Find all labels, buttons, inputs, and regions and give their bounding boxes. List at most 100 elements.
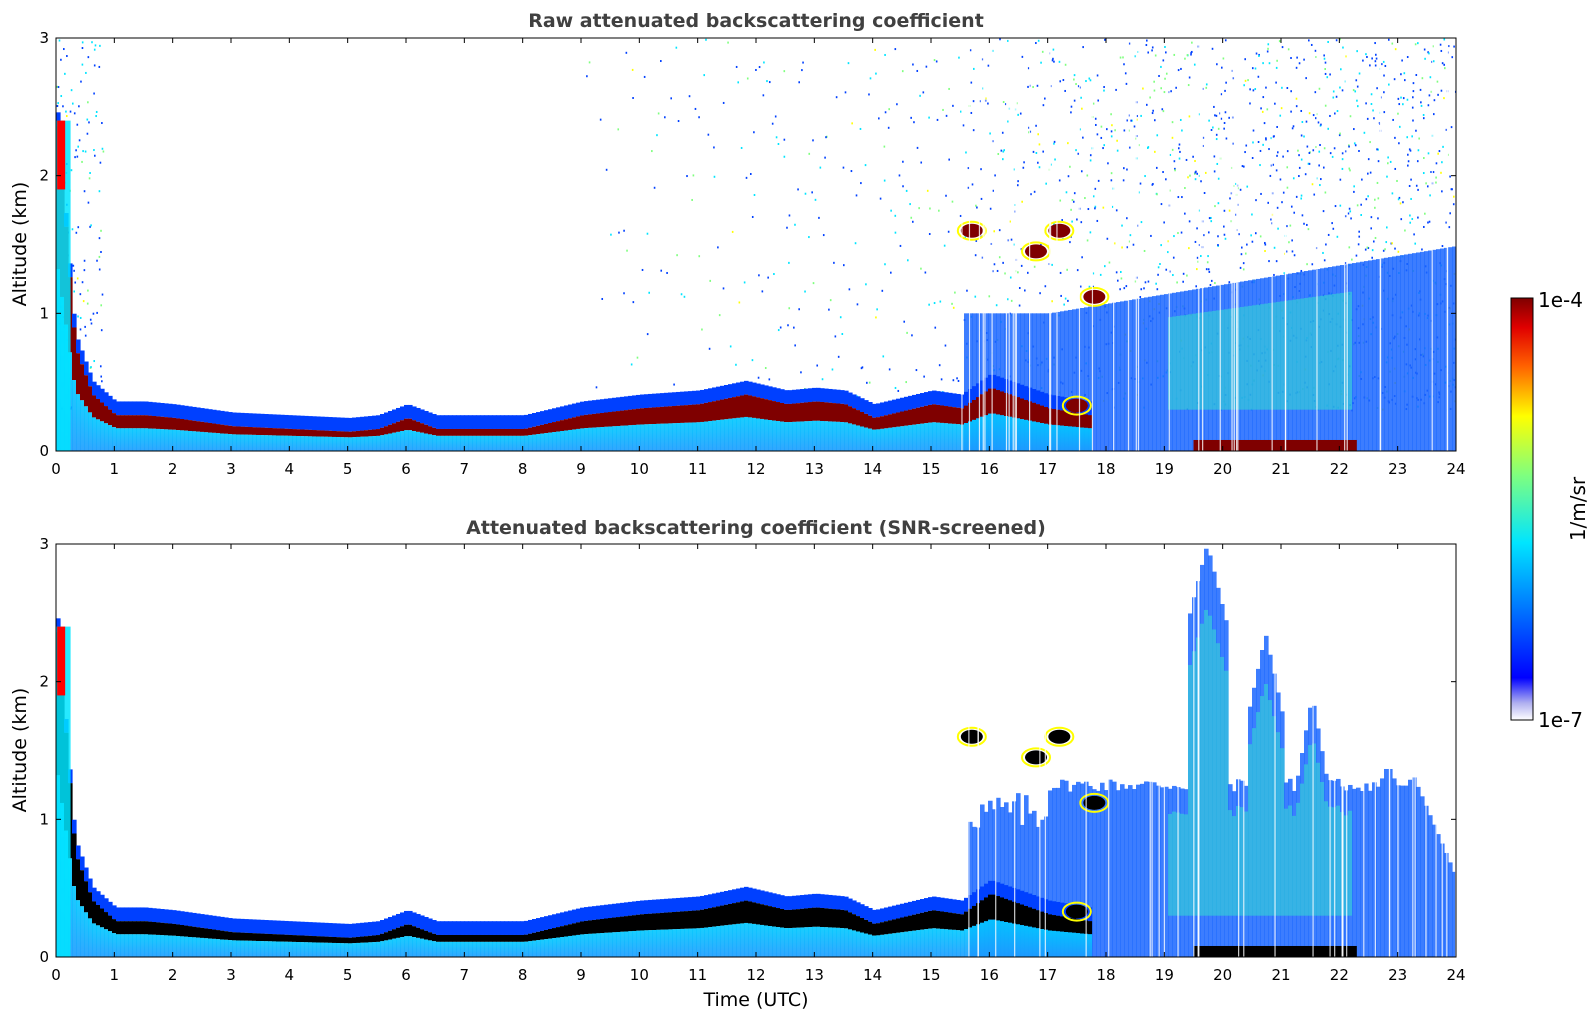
- noise-speckle: [1119, 288, 1121, 291]
- noise-speckle: [951, 302, 953, 305]
- noise-speckle: [970, 111, 973, 114]
- bl-top-edge: [360, 416, 365, 431]
- bl-core: [648, 407, 653, 425]
- bl-core: [268, 933, 273, 942]
- bl-base: [692, 928, 697, 957]
- noise-speckle: [1052, 48, 1055, 51]
- bl-core: [928, 910, 933, 929]
- bl-top-edge: [296, 415, 301, 430]
- noise-speckle: [1223, 121, 1226, 124]
- noise-speckle: [753, 131, 755, 134]
- bl-core: [864, 919, 869, 934]
- noise-speckle: [1160, 87, 1163, 90]
- bl-core: [744, 900, 749, 923]
- noise-speckle: [1153, 80, 1155, 83]
- noise-speckle: [1110, 113, 1112, 116]
- noise-speckle: [87, 201, 90, 204]
- bl-top-edge: [280, 920, 285, 935]
- bl-core: [360, 430, 365, 437]
- noise-speckle: [1356, 85, 1359, 88]
- bl-top-edge: [652, 899, 657, 914]
- bl-top-edge: [104, 898, 109, 913]
- bl-base: [848, 929, 853, 957]
- haze-column: [1156, 785, 1161, 957]
- noise-speckle: [1407, 164, 1409, 167]
- bl-top-edge: [232, 918, 237, 933]
- noise-speckle: [1051, 59, 1054, 62]
- bl-core: [868, 921, 873, 935]
- bl-top-edge: [888, 400, 893, 415]
- plume-core: [1240, 306, 1245, 410]
- bl-core: [300, 429, 305, 437]
- bl-core: [948, 406, 953, 424]
- noise-speckle: [1401, 59, 1403, 62]
- haze-column: [1096, 790, 1101, 957]
- noise-speckle: [1210, 279, 1213, 282]
- bl-base: [544, 939, 549, 957]
- plume-core: [1348, 291, 1353, 410]
- bl-top-edge: [1024, 386, 1029, 400]
- x-axis-label: Time (UTC): [702, 989, 808, 1011]
- plume-core: [1300, 298, 1305, 410]
- bl-core: [440, 934, 445, 942]
- bl-top-edge: [312, 416, 317, 431]
- bl-base: [220, 939, 225, 957]
- noise-speckle: [1403, 72, 1406, 75]
- bl-top-edge: [896, 398, 901, 413]
- bl-core: [164, 417, 169, 430]
- noise-speckle: [1186, 54, 1189, 57]
- bl-top-edge: [560, 912, 565, 927]
- bl-base: [776, 927, 781, 957]
- bl-core: [976, 397, 981, 419]
- bl-core: [300, 935, 305, 943]
- bl-core: [128, 921, 133, 935]
- noise-speckle: [798, 308, 800, 311]
- bl-base: [1012, 417, 1017, 451]
- noise-speckle: [1387, 156, 1389, 159]
- bl-top-edge: [660, 393, 665, 407]
- noise-speckle: [1188, 247, 1190, 250]
- noise-speckle: [1370, 216, 1373, 219]
- bl-top-edge: [952, 393, 957, 408]
- bl-top-edge: [440, 415, 445, 429]
- bl-base: [820, 421, 825, 451]
- bl-core: [1000, 391, 1005, 416]
- haze-column: [1436, 249, 1441, 451]
- bl-base: [844, 928, 849, 957]
- noise-speckle: [981, 256, 984, 259]
- bl-top-edge: [516, 415, 521, 429]
- bl-core: [396, 421, 401, 432]
- noise-speckle: [1171, 136, 1174, 139]
- noise-speckle: [1111, 124, 1113, 127]
- noise-speckle: [1063, 303, 1065, 306]
- bl-base: [436, 941, 441, 957]
- bl-base: [144, 428, 149, 451]
- bl-base: [604, 932, 609, 957]
- noise-speckle: [1104, 265, 1106, 268]
- haze-column: [1144, 297, 1149, 451]
- bl-top-edge: [264, 920, 269, 934]
- noise-speckle: [686, 175, 688, 178]
- noise-speckle: [1258, 53, 1260, 56]
- plume-core: [1204, 609, 1209, 916]
- bl-top-edge: [284, 414, 289, 429]
- noise-speckle: [1220, 117, 1223, 120]
- bl-base: [1036, 422, 1041, 451]
- bl-base: [1084, 427, 1089, 451]
- bl-base: [276, 941, 281, 957]
- noise-speckle: [1371, 57, 1373, 60]
- raw-heatmap: [56, 38, 1456, 451]
- noise-speckle: [1228, 209, 1231, 212]
- bl-core: [988, 388, 993, 414]
- haze-column: [1068, 791, 1073, 957]
- noise-speckle: [753, 193, 756, 196]
- noise-speckle: [1372, 109, 1374, 112]
- noise-speckle: [83, 259, 86, 262]
- colorbar-max-label: 1e-4: [1538, 288, 1583, 312]
- noise-speckle: [1385, 241, 1388, 244]
- noise-speckle: [101, 293, 104, 296]
- bl-core: [208, 422, 213, 433]
- bl-core: [540, 424, 545, 434]
- bl-core: [232, 932, 237, 941]
- noise-speckle: [70, 169, 73, 172]
